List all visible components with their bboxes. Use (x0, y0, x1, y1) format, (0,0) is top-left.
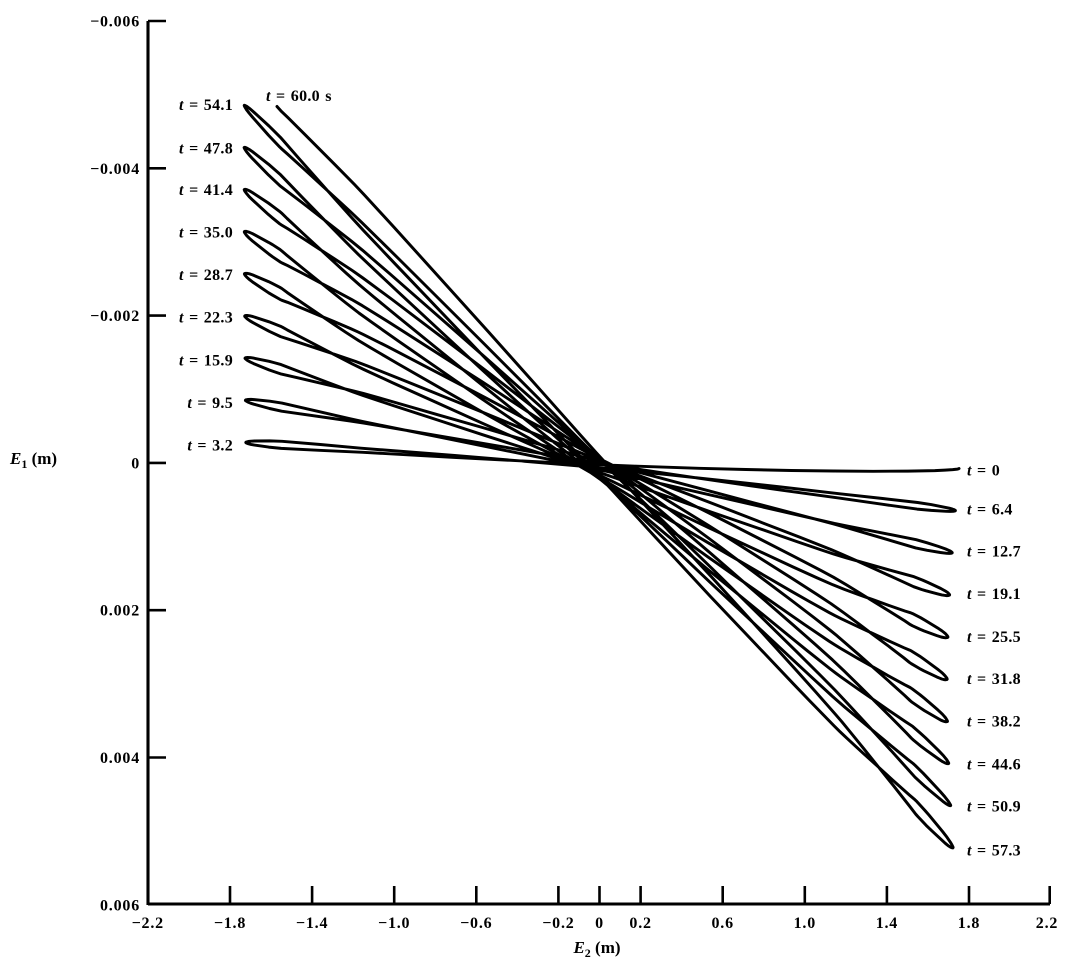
svg-text:1.8: 1.8 (958, 915, 980, 932)
svg-text:t = 44.6: t = 44.6 (967, 756, 1021, 773)
svg-text:t = 22.3: t = 22.3 (179, 310, 233, 327)
svg-text:t = 41.4: t = 41.4 (179, 182, 233, 199)
svg-text:−2.2: −2.2 (132, 915, 164, 932)
svg-text:t = 0: t = 0 (967, 463, 1000, 480)
svg-text:2.2: 2.2 (1036, 915, 1058, 932)
svg-text:E1 (m): E1 (m) (9, 449, 57, 471)
svg-text:−1.4: −1.4 (296, 915, 328, 932)
svg-text:−0.006: −0.006 (90, 14, 140, 31)
svg-text:t = 3.2: t = 3.2 (187, 438, 233, 455)
svg-text:0: 0 (595, 915, 604, 932)
svg-text:t = 54.1: t = 54.1 (179, 97, 233, 114)
svg-text:1.4: 1.4 (876, 915, 898, 932)
svg-text:0.002: 0.002 (100, 603, 140, 620)
svg-text:t = 12.7: t = 12.7 (967, 543, 1021, 560)
svg-text:−0.6: −0.6 (460, 915, 492, 932)
svg-text:t = 57.3: t = 57.3 (967, 842, 1021, 859)
svg-text:0.004: 0.004 (100, 750, 140, 767)
svg-text:−0.2: −0.2 (542, 915, 574, 932)
svg-text:t = 35.0: t = 35.0 (179, 225, 233, 242)
svg-text:0.006: 0.006 (100, 897, 140, 914)
svg-text:t = 28.7: t = 28.7 (179, 267, 233, 284)
svg-text:0: 0 (131, 455, 140, 472)
svg-text:−1.8: −1.8 (214, 915, 246, 932)
svg-text:t = 38.2: t = 38.2 (967, 714, 1021, 731)
svg-text:t = 47.8: t = 47.8 (179, 141, 233, 158)
svg-text:t = 15.9: t = 15.9 (179, 352, 233, 369)
svg-text:t = 50.9: t = 50.9 (967, 799, 1021, 816)
svg-text:t = 60.0 s: t = 60.0 s (266, 88, 332, 105)
svg-text:t = 6.4: t = 6.4 (967, 501, 1013, 518)
svg-text:−0.004: −0.004 (90, 161, 140, 178)
svg-text:0.6: 0.6 (711, 915, 733, 932)
svg-text:t = 25.5: t = 25.5 (967, 629, 1021, 646)
svg-text:t = 31.8: t = 31.8 (967, 671, 1021, 688)
svg-text:−0.002: −0.002 (90, 308, 140, 325)
svg-text:E2 (m): E2 (m) (572, 938, 620, 960)
svg-text:1.0: 1.0 (794, 915, 816, 932)
svg-text:t = 9.5: t = 9.5 (187, 395, 233, 412)
svg-text:−1.0: −1.0 (378, 915, 410, 932)
svg-text:t = 19.1: t = 19.1 (967, 586, 1021, 603)
svg-text:0.2: 0.2 (629, 915, 651, 932)
